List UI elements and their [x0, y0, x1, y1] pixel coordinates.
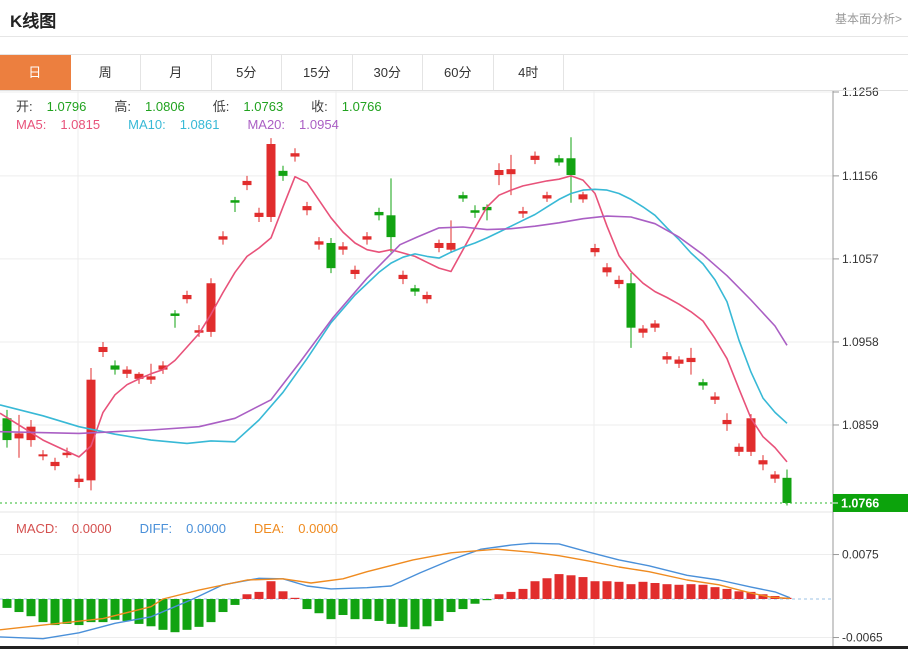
ma-legend-item-1: MA10: 1.0861	[128, 117, 220, 132]
dea-line	[0, 548, 791, 631]
period-tabbar: 日周月 5分 15分 30分 60分 4时	[0, 54, 908, 91]
tab-period-5[interactable]: 30分	[352, 55, 423, 90]
macd-axis-label-1: -0.0065	[842, 631, 883, 645]
tab-period-3[interactable]: 5分	[211, 55, 282, 90]
tab-period-0[interactable]: 日	[0, 55, 71, 90]
price-axis-label-2: 1.1057	[842, 252, 879, 266]
macd-legend-item-0: MACD: 0.0000	[16, 521, 112, 536]
macd-legend-item-1: DIFF: 0.0000	[139, 521, 226, 536]
ohlc-legend-item-0: 开: 1.0796	[16, 99, 87, 114]
ohlc-legend-item-1: 高: 1.0806	[114, 99, 185, 114]
macd-histogram-layer	[2, 574, 792, 633]
ohlc-legend: 开: 1.0796 高: 1.0806 低: 1.0763 收: 1.0766	[16, 96, 410, 115]
price-axis: 1.1256 1.1156 1.1057 1.0958 1.0859 0.0075 -0.0…	[832, 85, 883, 648]
ma-legend: MA5: 1.0815 MA10: 1.0861 MA20: 1.0954	[16, 117, 367, 132]
fundamental-analysis-link[interactable]: 基本面分析>	[834, 12, 902, 26]
tab-period-7[interactable]: 4时	[493, 55, 564, 90]
price-axis-label-4: 1.0859	[842, 418, 879, 432]
current-price-badge: 1.0766	[833, 493, 908, 512]
ma-legend-item-0: MA5: 1.0815	[16, 117, 101, 132]
macd-legend-item-2: DEA: 0.0000	[253, 521, 339, 536]
macd-legend: MACD: 0.0000 DIFF: 0.0000 DEA: 0.0000	[16, 521, 366, 536]
tab-period-1[interactable]: 周	[70, 55, 141, 90]
macd-axis-label-0: 0.0075	[842, 548, 879, 562]
ma20-line	[0, 215, 788, 435]
price-axis-label-3: 1.0958	[842, 335, 879, 349]
ma-legend-item-2: MA20: 1.0954	[247, 117, 339, 132]
header: K线图 基本面分析>	[0, 0, 908, 37]
price-axis-label-0: 1.1256	[842, 85, 879, 99]
candles-layer	[2, 137, 792, 506]
ma5-line	[0, 175, 788, 463]
ohlc-legend-item-2: 低: 1.0763	[212, 99, 284, 114]
diff-line	[0, 542, 791, 640]
bottom-border-bar	[0, 646, 908, 649]
ohlc-legend-item-3: 收: 1.0766	[311, 99, 382, 114]
page-title: K线图	[10, 12, 57, 31]
tab-period-6[interactable]: 60分	[423, 55, 494, 90]
price-axis-label-1: 1.1156	[842, 169, 878, 183]
grid-layer	[0, 91, 833, 645]
current-price-label: 1.0766	[841, 496, 879, 510]
tab-period-2[interactable]: 月	[141, 55, 212, 90]
tab-period-4[interactable]: 15分	[282, 55, 353, 90]
